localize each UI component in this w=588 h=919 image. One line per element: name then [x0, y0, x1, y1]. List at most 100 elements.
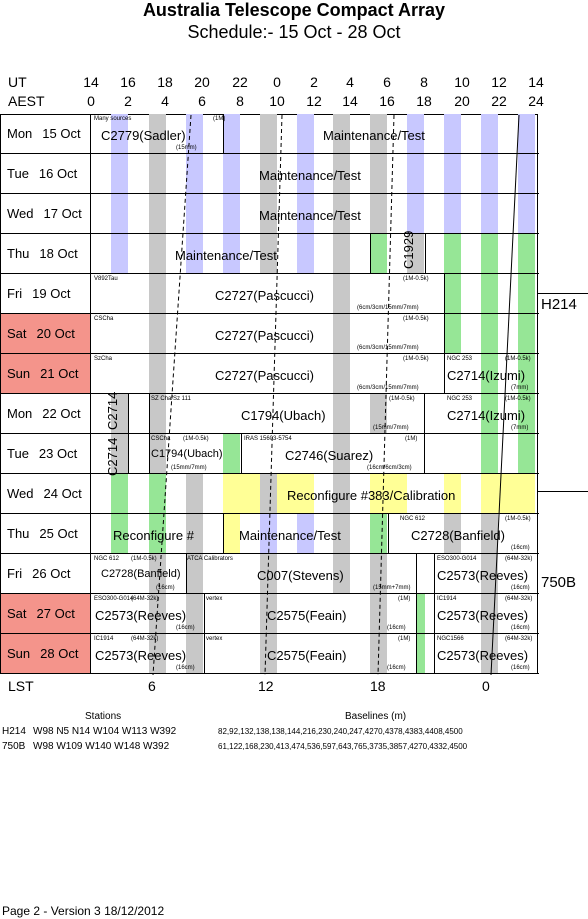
block-divider [223, 514, 224, 554]
lst-line [490, 115, 520, 675]
page-subtitle: Schedule:- 15 Oct - 28 Oct [187, 22, 401, 42]
ut-label: UT [8, 74, 27, 90]
row-divider [91, 593, 539, 594]
hour-stripe [407, 194, 424, 234]
hour-stripe [481, 274, 498, 314]
hour-stripe [407, 114, 424, 154]
day-label: Fri 19 Oct [1, 274, 91, 314]
hour-stripe [333, 354, 350, 394]
config-750b: 750B [541, 574, 577, 591]
hour-stripe [149, 314, 166, 354]
hour-stripe [416, 634, 425, 674]
project-label: C2575(Feain) [267, 648, 347, 663]
hour-stripe [444, 234, 461, 274]
project-label: C2573(Reeves) [437, 608, 529, 623]
hour-stripe [407, 154, 424, 194]
project-label: C2573(Reeves) [95, 608, 187, 623]
day-date: 17 Oct [43, 206, 82, 221]
ut-tick: 10 [454, 74, 470, 90]
hour-stripe [333, 514, 350, 554]
hour-stripe [518, 314, 535, 354]
hour-stripe [186, 474, 203, 514]
wave-label: (16cm) [176, 625, 195, 631]
day-name: Thu [7, 246, 30, 261]
project-label: Reconfigure # [113, 528, 194, 543]
project-label: C2573(Reeves) [437, 568, 529, 583]
hour-stripe [223, 514, 240, 554]
lst-tick: 6 [148, 678, 156, 694]
block-divider [416, 594, 417, 634]
hour-stripe [444, 474, 461, 514]
ut-tick: 6 [383, 74, 391, 90]
day-date: 21 Oct [40, 366, 79, 381]
hour-stripe [149, 394, 166, 434]
array-baselines: 61,122,168,230,413,474,536,597,643,765,3… [218, 742, 468, 751]
hour-stripe [333, 154, 350, 194]
hour-stripe [260, 154, 277, 194]
band-label: (1M) [398, 636, 411, 642]
hour-stripe [149, 274, 166, 314]
page-title: Australia Telescope Compact Array [142, 0, 446, 20]
source-label: IRAS 15603-5754 [244, 436, 292, 442]
hour-stripe [149, 554, 166, 594]
hour-stripe [297, 114, 314, 154]
day-date: 28 Oct [40, 646, 79, 661]
source-label: V892Tau [94, 276, 118, 282]
project-label: C2728(Banfield) [101, 568, 181, 580]
source-label: ESO300-G014 [94, 596, 134, 602]
block-divider [444, 274, 445, 314]
band-label: (1M-0.5k) [389, 396, 415, 402]
lst-tick: 12 [258, 678, 274, 694]
wave-label: (16cm) [176, 665, 195, 671]
hour-stripe [186, 514, 203, 554]
hour-stripe [223, 234, 240, 274]
wave-label: (16cm) [387, 665, 406, 671]
project-label: C1794(Ubach) [241, 408, 326, 423]
hour-stripe [518, 274, 535, 314]
wave-label: (16cm) [387, 625, 406, 631]
schedule-row: Mon 22 Oct [1, 394, 539, 434]
schedule-row: Tue 16 Oct [1, 154, 539, 194]
hour-stripe [186, 234, 203, 274]
schedule-row: Tue 23 Oct [1, 434, 539, 474]
source-label: NGC 253 [447, 396, 473, 402]
wave-label: (6cm/3cm/15mm/7mm) [357, 385, 419, 391]
band-label: (1M) [405, 436, 418, 442]
block-divider [444, 354, 445, 394]
aest-label: AEST [8, 93, 45, 109]
block-divider [186, 554, 187, 594]
hour-stripe [149, 434, 166, 474]
ut-tick: 16 [120, 74, 136, 90]
hour-stripe [518, 394, 535, 434]
day-date: 25 Oct [39, 526, 78, 541]
baselines-header: Baselines (m) [345, 711, 407, 722]
source-label: Many sources [94, 116, 132, 122]
hour-stripe [333, 394, 350, 434]
day-date: 24 Oct [43, 486, 82, 501]
array-stations: W98 W109 W140 W148 W392 [33, 741, 170, 752]
hour-stripe [481, 234, 498, 274]
hour-stripe [149, 154, 166, 194]
day-date: 18 Oct [39, 246, 78, 261]
wave-label: (7mm) [511, 385, 529, 391]
wave-label: (16cm) [511, 665, 530, 671]
lst-line [264, 115, 283, 675]
hour-stripe [111, 514, 128, 554]
day-name: Wed [7, 486, 34, 501]
hour-stripe [416, 594, 425, 634]
aest-tick: 24 [528, 93, 544, 109]
schedule-row: Fri 26 Oct [1, 554, 539, 594]
array-stations: W98 N5 N14 W104 W113 W392 [33, 726, 177, 737]
schedule-row: Wed 17 Oct [1, 194, 539, 234]
block-divider [204, 634, 205, 674]
source-label: NGC 612 [94, 556, 120, 562]
hour-stripe [149, 474, 166, 514]
config-h214: H214 [541, 296, 577, 313]
hour-stripe [481, 154, 498, 194]
day-label: Mon 22 Oct [1, 394, 91, 434]
hour-stripe [444, 514, 461, 554]
schedule-row: Fri 19 Oct [1, 274, 539, 314]
wave-label: (15mm+7mm) [373, 585, 411, 591]
hour-stripe [370, 474, 407, 514]
band-label: (1M-0.5k) [505, 516, 531, 522]
